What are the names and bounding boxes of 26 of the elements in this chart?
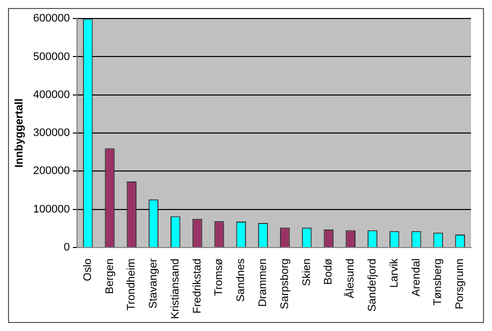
y-tick-label: 500000 xyxy=(33,50,70,63)
y-tick-label: 100000 xyxy=(33,203,70,216)
x-tick-label: Trondheim xyxy=(126,258,138,311)
y-tick-label: 600000 xyxy=(33,12,70,25)
y-axis-title: Innbyggertall xyxy=(14,98,26,168)
x-tick-label: Tromsø xyxy=(213,258,226,296)
x-tick-label: Tønsberg xyxy=(432,258,444,306)
y-tick-label: 300000 xyxy=(33,127,70,140)
x-tick-label: Fredrikstad xyxy=(191,258,204,314)
x-tick-label: Kristiansand xyxy=(169,258,182,320)
x-tick-label: Bodø xyxy=(322,258,335,285)
x-tick-label: Arendal xyxy=(410,258,422,296)
x-tick-label: Sarpsborg xyxy=(278,258,291,310)
x-tick-label: Drammen xyxy=(257,258,270,307)
x-tick-label: Bergen xyxy=(104,258,116,294)
y-tick-label: 400000 xyxy=(33,88,70,101)
x-tick-label: Stavanger xyxy=(148,258,160,309)
x-tick-label: Larvik xyxy=(388,258,400,288)
x-tick-label: Sandnes xyxy=(235,258,248,302)
y-tick-label: 200000 xyxy=(33,165,70,178)
x-tick-label: Sandefjord xyxy=(366,258,379,312)
x-tick-label: Skien xyxy=(300,258,313,286)
y-tick-label: 0 xyxy=(64,242,70,254)
x-tick-label: Porsgrunn xyxy=(454,258,466,310)
x-tick-label: Oslo xyxy=(82,258,94,282)
x-tick-label: Ålesund xyxy=(344,258,357,298)
